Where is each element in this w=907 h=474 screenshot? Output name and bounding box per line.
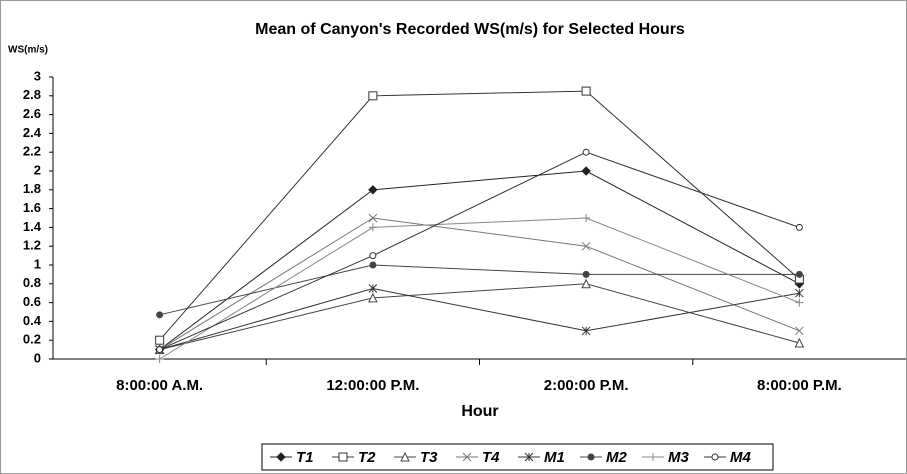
data-point — [795, 223, 803, 231]
data-point — [582, 148, 590, 156]
data-point — [155, 335, 165, 345]
legend-label: T4 — [482, 449, 500, 466]
x-axis-label: Hour — [461, 403, 498, 420]
data-point — [156, 346, 164, 354]
y-tick-label: 1.6 — [23, 200, 41, 215]
data-point — [795, 326, 804, 336]
legend-label: T3 — [420, 449, 438, 466]
data-point — [369, 261, 377, 269]
series-line — [159, 283, 800, 351]
y-tick-label: 0.8 — [23, 275, 41, 290]
y-tick-label: 0.2 — [23, 332, 41, 347]
data-point — [581, 278, 591, 289]
legend-label: T2 — [358, 449, 376, 466]
y-tick-label: 2.2 — [23, 144, 41, 159]
series-line — [159, 287, 800, 351]
y-tick-label: 2 — [34, 162, 41, 177]
data-point — [794, 337, 805, 348]
y-tick-label: 0.6 — [23, 294, 41, 309]
legend-label: T1 — [296, 449, 314, 466]
series-line — [159, 170, 800, 351]
y-tick-label: 3 — [34, 68, 41, 83]
legend-marker — [524, 452, 534, 462]
data-point — [581, 326, 591, 336]
y-tick-label: 2.8 — [23, 87, 41, 102]
data-point — [368, 223, 377, 232]
series-line — [159, 151, 800, 351]
data-point — [369, 252, 377, 260]
data-point — [795, 270, 803, 278]
series-line — [159, 264, 800, 316]
legend-marker — [711, 453, 719, 461]
series-line — [159, 217, 800, 351]
series-line — [159, 90, 800, 341]
y-axis-label: WS(m/s) — [8, 45, 48, 56]
data-point — [582, 270, 590, 278]
legend-label: M2 — [606, 449, 627, 466]
data-point — [581, 166, 591, 176]
data-point — [368, 213, 378, 223]
x-tick-label: 8:00:00 P.M. — [757, 377, 842, 394]
data-point — [156, 311, 164, 319]
legend-marker — [649, 453, 657, 461]
data-point — [795, 288, 804, 298]
x-tick-label: 2:00:00 P.M. — [544, 377, 629, 394]
data-point — [795, 298, 804, 307]
legend-label: M1 — [544, 449, 565, 466]
data-point — [155, 355, 164, 363]
legend-marker — [462, 452, 472, 462]
legend-label: M3 — [668, 449, 689, 466]
x-tick-label: 12:00:00 P.M. — [326, 377, 419, 394]
legend-marker — [587, 453, 595, 461]
y-tick-label: 1 — [34, 256, 41, 271]
y-tick-label: 0.4 — [23, 313, 42, 328]
y-tick-label: 2.4 — [23, 125, 42, 140]
y-tick-label: 1.4 — [23, 219, 42, 234]
legend-marker — [400, 451, 410, 462]
series-line — [159, 217, 800, 360]
data-point — [581, 241, 591, 251]
legend-marker — [338, 452, 348, 462]
y-tick-label: 0 — [34, 350, 41, 365]
y-tick-label: 2.6 — [23, 106, 41, 121]
data-point — [368, 292, 378, 303]
data-point — [368, 91, 378, 101]
legend-label: M4 — [730, 449, 751, 466]
data-point — [582, 214, 591, 222]
chart-title: Mean of Canyon's Recorded WS(m/s) for Se… — [255, 21, 685, 38]
x-tick-label: 8:00:00 A.M. — [116, 377, 203, 394]
y-tick-label: 1.2 — [23, 238, 41, 253]
y-tick-label: 1.8 — [23, 181, 41, 196]
data-point — [368, 185, 378, 195]
data-point — [368, 284, 378, 293]
data-point — [581, 86, 591, 96]
legend-marker — [276, 452, 286, 462]
